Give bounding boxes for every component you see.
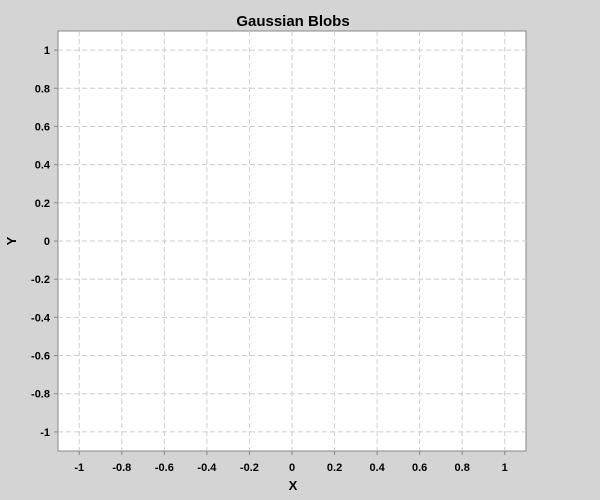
y-tick-label: 0.4 — [35, 160, 51, 172]
axes: -1 -0.8 -0.6 -0.4 -0.2 0 0.2 0.4 0.6 0.8 1 -1 -0.8 -0… — [31, 45, 508, 474]
y-tick-label: -0.2 — [31, 274, 50, 286]
grid — [58, 31, 526, 451]
x-axis-label: X — [289, 478, 298, 493]
x-tick-label: 0.8 — [455, 462, 470, 474]
y-tick-label: -0.4 — [31, 312, 51, 324]
y-tick-label: 0.2 — [35, 198, 50, 210]
x-tick-label: -1 — [74, 462, 84, 474]
y-tick-label: -1 — [40, 427, 50, 439]
y-tick-label: -0.8 — [31, 389, 50, 401]
x-tick-label: -0.6 — [155, 462, 174, 474]
y-tick-label: 0.6 — [35, 121, 50, 133]
x-tick-label: -0.4 — [197, 462, 217, 474]
x-tick-label: 0.4 — [369, 462, 385, 474]
x-tick-label: 0.6 — [412, 462, 427, 474]
chart-title: Gaussian Blobs — [236, 13, 349, 30]
y-tick-label: -0.6 — [31, 351, 50, 363]
y-tick-label: 1 — [44, 45, 50, 57]
x-tick-label: -0.8 — [112, 462, 131, 474]
x-tick-label: 0 — [289, 462, 295, 474]
x-tick-label: -0.2 — [240, 462, 259, 474]
y-axis-label: Y — [4, 236, 19, 245]
y-tick-label: 0.8 — [35, 83, 50, 95]
x-tick-label: 1 — [502, 462, 508, 474]
x-tick-label: 0.2 — [327, 462, 342, 474]
y-tick-label: 0 — [44, 236, 50, 248]
